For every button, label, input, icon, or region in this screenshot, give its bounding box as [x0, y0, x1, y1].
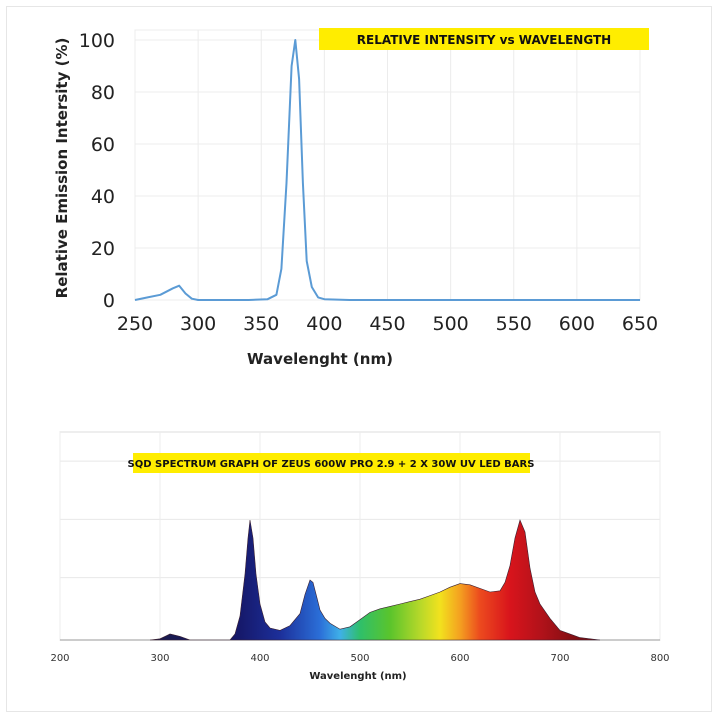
x-axis-label: Wavelenght (nm)	[247, 350, 393, 368]
x-tick-label: 300	[180, 313, 216, 335]
x-tick-label: 700	[550, 653, 569, 664]
y-tick-label: 40	[91, 186, 115, 208]
relative-intensity-chart: 0 20 40 60 80 100 250 300 350 400 450 500 550 600 650…	[53, 28, 658, 368]
chart-title: RELATIVE INTENSITY vs WAVELENGTH	[357, 33, 611, 47]
x-tick-label: 600	[450, 653, 469, 664]
sqd-spectrum-chart: 200 300 400 500 600 700 800 SQD SPECTRUM GRAPH…	[50, 431, 670, 682]
x-tick-label: 200	[50, 653, 69, 664]
y-tick-label: 60	[91, 134, 115, 156]
x-tick-label: 450	[369, 313, 405, 335]
x-tick-label: 500	[350, 653, 369, 664]
x-tick-label: 600	[559, 313, 595, 335]
x-tick-label: 550	[496, 313, 532, 335]
series-line	[134, 39, 640, 301]
x-tick-label: 500	[432, 313, 468, 335]
y-tick-label: 100	[79, 30, 115, 52]
x-tick-label: 350	[243, 313, 279, 335]
chart-title: SQD SPECTRUM GRAPH OF ZEUS 600W PRO 2.9 …	[128, 459, 535, 470]
x-axis-label: Wavelenght (nm)	[309, 671, 406, 682]
x-tick-label: 300	[150, 653, 169, 664]
spectrum-area	[149, 519, 601, 641]
x-tick-label: 400	[306, 313, 342, 335]
chart-title-highlight	[133, 453, 530, 473]
y-axis-label: Relative Emission Intersity (%)	[53, 38, 71, 299]
x-tick-label: 250	[117, 313, 153, 335]
chart-title-highlight	[319, 28, 649, 50]
y-tick-label: 0	[103, 290, 115, 312]
x-tick-label: 800	[650, 653, 669, 664]
y-tick-label: 20	[91, 238, 115, 260]
image-frame	[6, 6, 712, 712]
y-tick-label: 80	[91, 82, 115, 104]
x-tick-label: 650	[622, 313, 658, 335]
x-tick-label: 400	[250, 653, 269, 664]
